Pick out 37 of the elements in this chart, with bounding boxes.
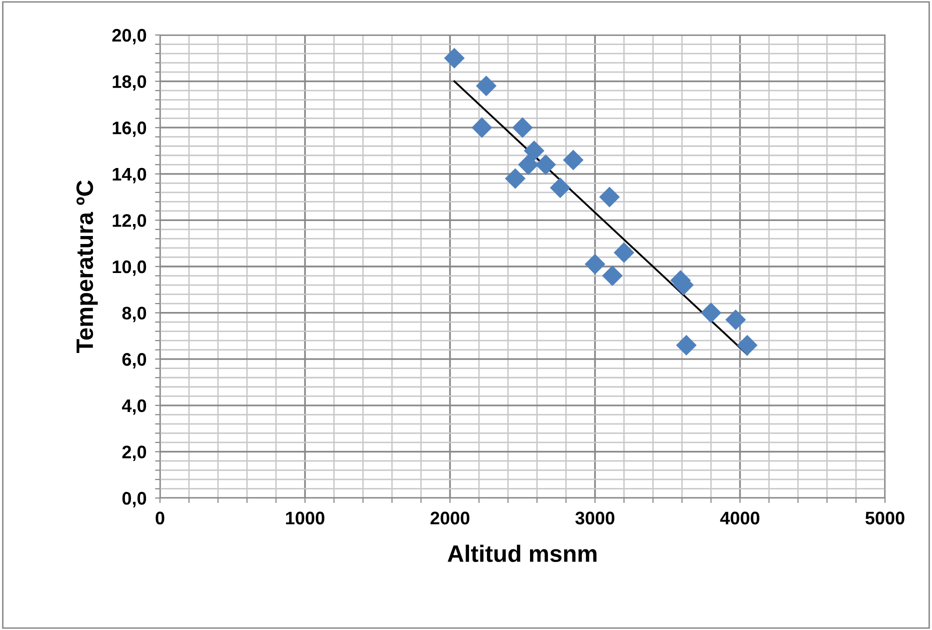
y-tick-label: 16,0: [112, 122, 146, 137]
point: [614, 242, 634, 263]
y-tick-label: 4,0: [122, 399, 146, 415]
point: [599, 186, 620, 208]
point: [444, 48, 465, 68]
y-tick-label: 10,0: [112, 260, 146, 276]
point: [602, 265, 623, 286]
x-tick-label: 4000: [720, 512, 760, 524]
point: [700, 302, 722, 324]
point: [736, 334, 758, 356]
point: [524, 140, 544, 162]
x-axis-title: Altitud msnm: [448, 544, 596, 562]
x-tick-label: 3000: [575, 512, 614, 524]
x-tick-label: 5000: [865, 512, 904, 524]
point: [550, 177, 570, 198]
point: [518, 154, 539, 175]
y-tick-label: 12,0: [112, 214, 146, 230]
point: [472, 117, 492, 138]
y-tick-label: 0,0: [122, 492, 146, 508]
x-tick-label: 1000: [286, 512, 324, 524]
point: [476, 76, 497, 96]
point: [504, 168, 526, 189]
point: [725, 309, 746, 330]
point: [512, 117, 533, 138]
y-tick-label: 6,0: [122, 353, 146, 368]
point: [535, 154, 556, 175]
y-tick-label: 8,0: [122, 306, 146, 322]
x-tick-label: 2000: [430, 512, 470, 524]
y-tick-label: 2,0: [122, 446, 146, 462]
point: [584, 254, 606, 274]
point: [676, 334, 697, 356]
x-tick-label: 0: [156, 512, 164, 524]
y-axis-title: Temperatura ºC: [76, 180, 98, 353]
y-tick-label: 20,0: [112, 28, 146, 44]
y-tick-label: 18,0: [112, 75, 146, 91]
point: [562, 150, 584, 170]
y-tick-label: 14,0: [112, 168, 146, 184]
